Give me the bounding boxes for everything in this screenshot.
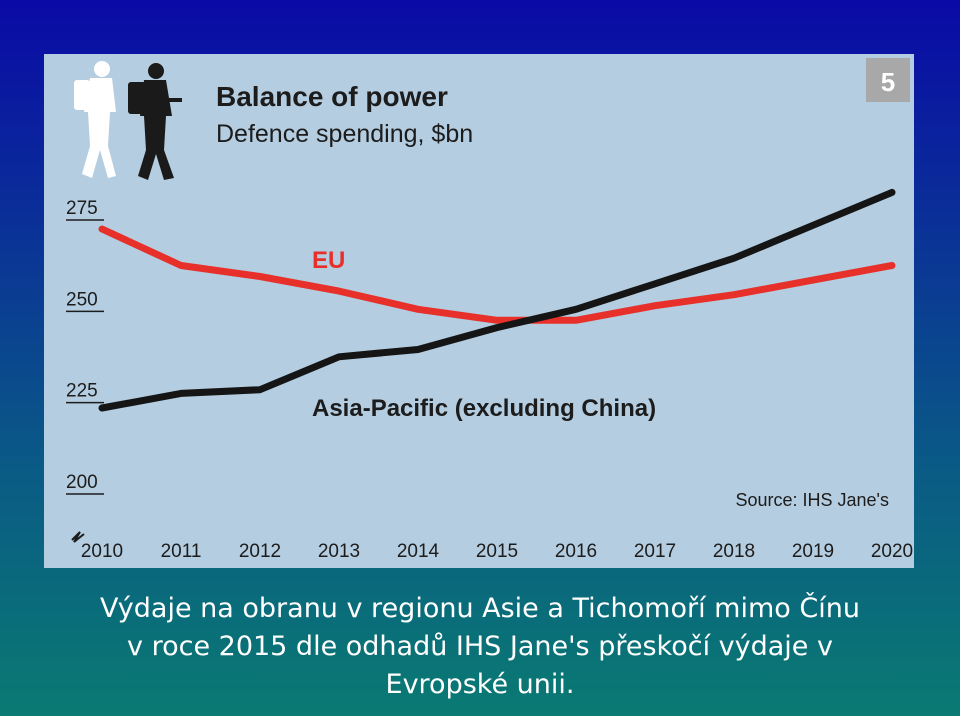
x-axis: 2010 2011 2012 2013 2014 2015 2016 2017 2018 2019… [81, 541, 913, 562]
chart-title: Balance of power [216, 81, 448, 112]
x-tick-label: 2010 [81, 541, 123, 562]
x-tick-label: 2014 [397, 541, 440, 562]
chart-source: Source: IHS Jane's [735, 490, 889, 510]
y-axis: 275 250 225 200 [66, 198, 104, 495]
x-tick-label: 2019 [792, 541, 834, 562]
chart-panel: 5 Balance of power Defence spending, $bn… [44, 54, 914, 568]
series-line-asia-pacific [98, 188, 896, 412]
x-tick-label: 2015 [476, 541, 518, 562]
caption-line-2: v roce 2015 dle odhadů IHS Jane's přesko… [127, 631, 833, 662]
figure-number-badge [866, 58, 910, 102]
caption-line-3: Evropské unii. [385, 669, 575, 700]
series-label-asia-pacific: Asia-Pacific (excluding China) [312, 395, 656, 422]
axis-break-icon [71, 531, 85, 543]
line-chart: 5 Balance of power Defence spending, $bn… [66, 58, 913, 562]
y-tick-label: 225 [66, 381, 98, 402]
figure-number: 5 [881, 67, 895, 97]
caption-line-1: Výdaje na obranu v regionu Asie a Tichom… [100, 593, 860, 624]
x-tick-label: 2017 [634, 541, 676, 562]
x-tick-label: 2016 [555, 541, 597, 562]
chart-subtitle: Defence spending, $bn [216, 120, 473, 148]
x-tick-label: 2012 [239, 541, 281, 562]
x-tick-label: 2013 [318, 541, 360, 562]
y-tick-label: 250 [66, 289, 98, 310]
soldiers-icon [74, 61, 182, 180]
y-tick-label: 200 [66, 472, 98, 493]
x-tick-label: 2020 [871, 541, 913, 562]
series-line-eu [98, 225, 896, 324]
x-tick-label: 2011 [161, 541, 202, 562]
series-label-eu: EU [312, 247, 345, 274]
series-lines [98, 188, 896, 412]
x-tick-label: 2018 [713, 541, 755, 562]
slide-caption: Výdaje na obranu v regionu Asie a Tichom… [0, 590, 960, 704]
y-tick-label: 275 [66, 198, 98, 219]
